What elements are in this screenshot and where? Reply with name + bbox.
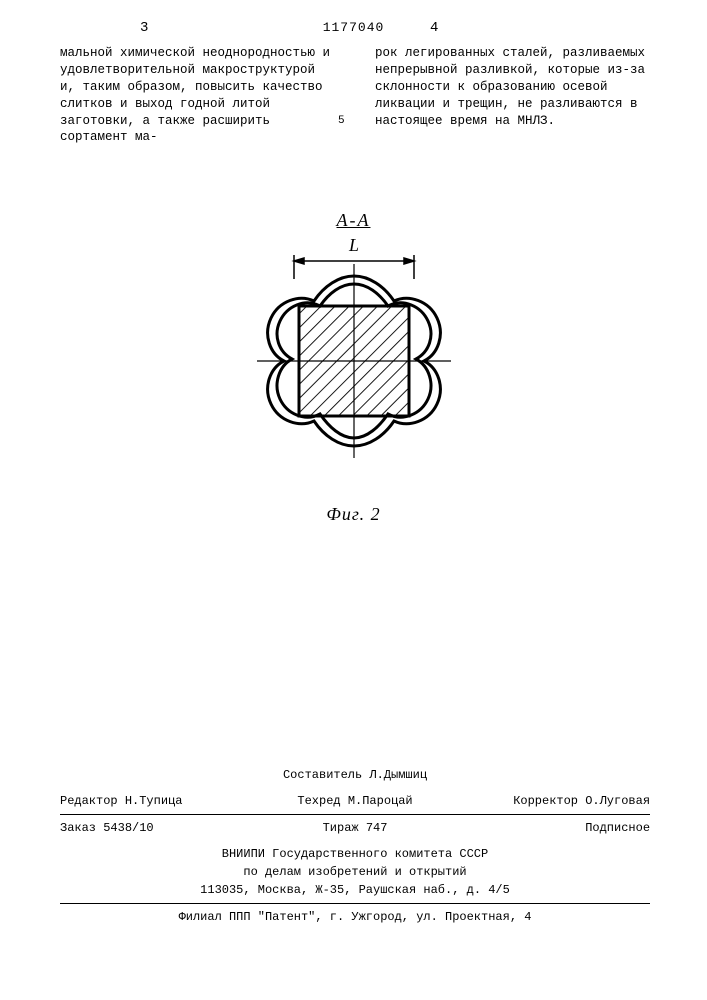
composer-cell: Составитель Л.Дымшиц <box>257 766 454 784</box>
composer-name: Л.Дымшиц <box>369 768 427 782</box>
section-label: А-А <box>0 210 707 231</box>
credits-row-1: Составитель Л.Дымшиц <box>60 762 650 788</box>
centerlines <box>257 264 451 458</box>
edition-cell: Тираж 747 <box>257 819 454 837</box>
page-number-left: 3 <box>140 20 148 36</box>
edition-number: 747 <box>366 821 388 835</box>
page-number-right: 4 <box>430 20 438 36</box>
techred-label: Техред <box>297 794 340 808</box>
org-line2: по делам изобретений и открытий <box>60 863 650 881</box>
body-column-right: рок легированных сталей, разливаемых неп… <box>375 45 650 146</box>
composer-label: Составитель <box>283 768 362 782</box>
org-line1: ВНИИПИ Государственного комитета СССР <box>60 845 650 863</box>
subscription-cell: Подписное <box>453 819 650 837</box>
order-row: Заказ 5438/10 Тираж 747 Подписное <box>60 814 650 841</box>
techred-name: М.Пароцай <box>348 794 413 808</box>
body-column-left: мальной химической неоднородностью и удо… <box>60 45 335 146</box>
figure-area: А-А L <box>0 210 707 525</box>
order-cell: Заказ 5438/10 <box>60 819 257 837</box>
pad-cell <box>453 766 650 784</box>
cross-section-diagram: L <box>239 231 469 491</box>
org-addr: 113035, Москва, Ж-35, Раушская наб., д. … <box>60 881 650 899</box>
branch-row: Филиал ППП "Патент", г. Ужгород, ул. Про… <box>60 903 650 930</box>
branch-text: Филиал ППП "Патент", г. Ужгород, ул. Про… <box>60 908 650 926</box>
editor-name: Н.Тупица <box>125 794 183 808</box>
techred-cell: Техред М.Пароцай <box>257 792 454 810</box>
page: 3 1177040 4 мальной химической неоднород… <box>0 0 707 1000</box>
order-label: Заказ <box>60 821 96 835</box>
body-columns: мальной химической неоднородностью и удо… <box>60 45 650 146</box>
corrector-name: О.Луговая <box>585 794 650 808</box>
dimension-label: L <box>347 235 358 255</box>
line-marker: 5 <box>338 115 345 127</box>
editor-label: Редактор <box>60 794 118 808</box>
order-number: 5438/10 <box>103 821 153 835</box>
org-row: ВНИИПИ Государственного комитета СССР по… <box>60 841 650 903</box>
credits-row-2: Редактор Н.Тупица Техред М.Пароцай Корре… <box>60 788 650 814</box>
patent-number: 1177040 <box>323 20 385 35</box>
corrector-cell: Корректор О.Луговая <box>453 792 650 810</box>
editor-cell2: Редактор Н.Тупица <box>60 792 257 810</box>
figure-svg-wrap: L <box>0 231 707 496</box>
corrector-label: Корректор <box>513 794 578 808</box>
editor-cell <box>60 766 257 784</box>
colophon: Составитель Л.Дымшиц Редактор Н.Тупица Т… <box>60 762 650 930</box>
figure-caption: Фиг. 2 <box>0 504 707 525</box>
edition-label: Тираж <box>323 821 359 835</box>
